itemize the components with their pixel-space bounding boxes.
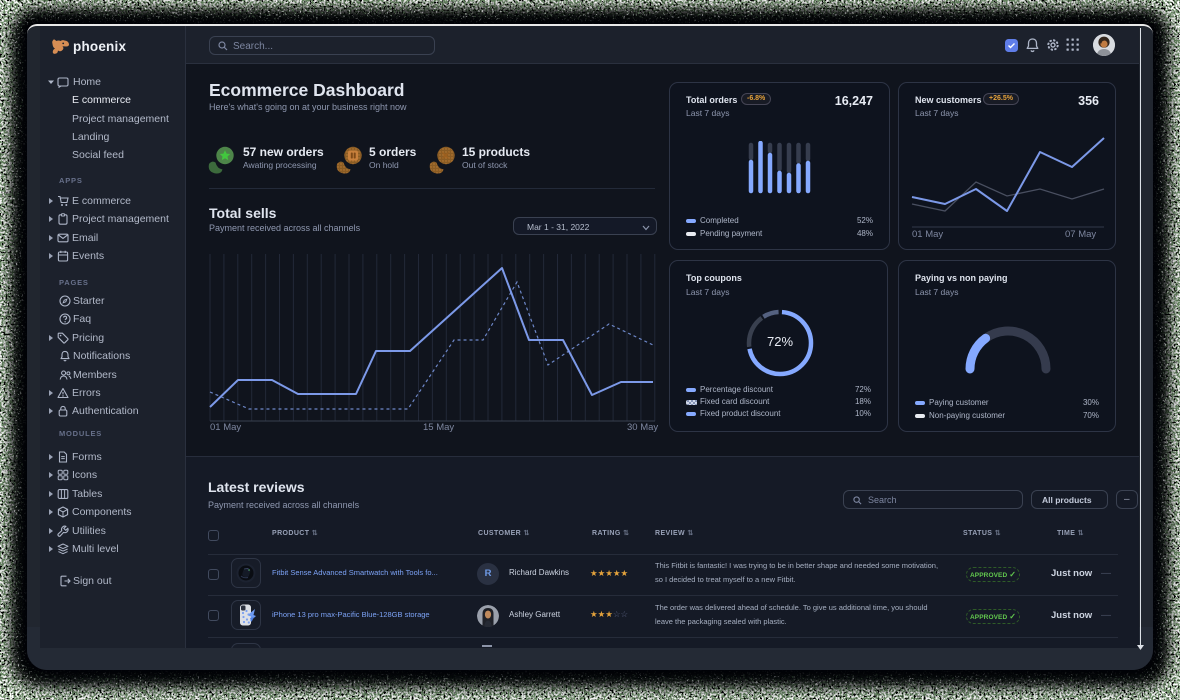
svg-text:72%: 72% [767,334,793,349]
